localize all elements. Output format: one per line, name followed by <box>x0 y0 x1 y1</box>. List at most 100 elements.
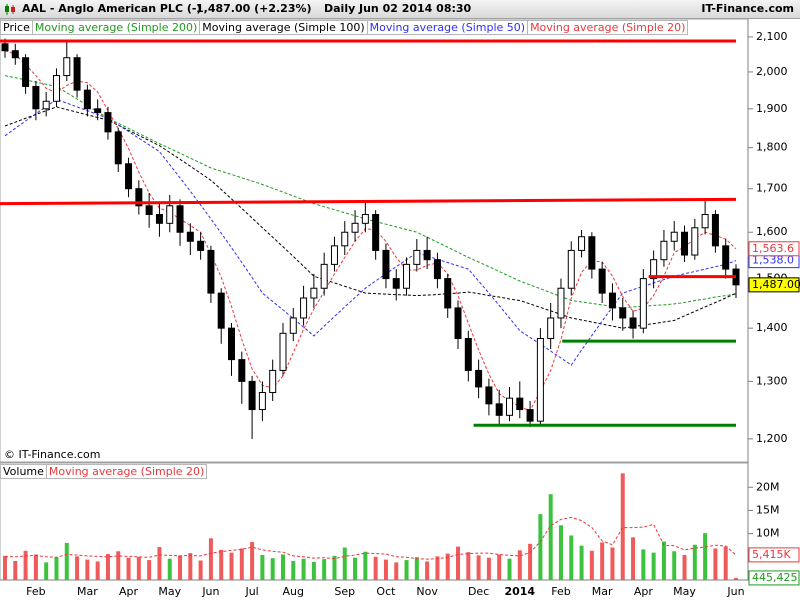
volume-bar <box>126 557 131 580</box>
x-tick-label: Mar <box>592 585 613 598</box>
volume-bar <box>342 547 347 580</box>
candle-body <box>32 85 40 110</box>
value-label: 1,487.00 <box>752 278 800 291</box>
candle-body <box>22 57 30 87</box>
candle-body <box>94 108 102 114</box>
volume-bar <box>322 559 327 580</box>
candle-body <box>619 307 627 319</box>
candle-body <box>588 236 596 270</box>
x-tick-label: Apr <box>119 585 139 598</box>
candle-body <box>289 317 297 334</box>
candle-body <box>598 268 606 294</box>
candle-body <box>197 240 205 251</box>
candle-body <box>670 231 678 242</box>
candle-body <box>166 205 174 224</box>
candle-body <box>681 231 689 256</box>
volume-bar <box>23 550 28 580</box>
volume-bar <box>414 557 419 580</box>
volume-bar <box>394 562 399 580</box>
value-box <box>748 570 800 586</box>
candle-body <box>660 240 668 261</box>
candle-body <box>711 214 719 247</box>
candle-body <box>135 188 143 207</box>
volume-bar <box>332 555 337 580</box>
volume-bar <box>250 541 255 580</box>
candle-body <box>300 297 308 319</box>
y-tick-label: 1,700 <box>756 182 788 195</box>
candle-body <box>186 231 194 242</box>
volume-bar <box>486 557 491 580</box>
y-tick-label: 1,400 <box>756 321 788 334</box>
volume-bar <box>631 537 636 580</box>
volume-bar <box>229 552 234 580</box>
candle-body <box>536 337 544 422</box>
volume-bar <box>445 553 450 580</box>
candle-body <box>691 227 699 256</box>
candle-body <box>444 278 452 309</box>
candle-body <box>310 287 318 299</box>
volume-bar <box>311 561 316 580</box>
candle-body <box>361 214 369 224</box>
header: AAL - Anglo American PLC (-) 1,487.00 (+… <box>0 0 800 19</box>
volume-bar <box>528 543 533 580</box>
x-tick-label: 2014 <box>504 585 535 598</box>
volume-bar <box>610 547 615 580</box>
volume-bar <box>301 558 306 580</box>
candle-body <box>207 249 215 294</box>
volume-bar <box>600 542 605 580</box>
watermark: © IT-Finance.com <box>4 448 101 461</box>
candle-body <box>1 43 9 52</box>
volume-bar <box>105 554 110 580</box>
volume-bar <box>3 555 7 580</box>
candle-body <box>722 245 730 270</box>
candle-body <box>433 259 441 280</box>
candle-body <box>547 317 555 339</box>
x-tick-label: Feb <box>26 585 45 598</box>
candle-body <box>578 236 586 251</box>
candle-body <box>413 249 421 265</box>
candle-body <box>52 75 60 102</box>
volume-bar <box>116 551 121 580</box>
candle-body <box>145 205 153 216</box>
x-tick-label: Apr <box>634 585 654 598</box>
ma-line <box>5 516 737 560</box>
candle-body <box>372 214 380 251</box>
x-tick-label: Mar <box>77 585 98 598</box>
volume-bar <box>703 533 708 580</box>
y-tick-label: 10M <box>756 527 780 540</box>
volume-bar <box>476 555 481 580</box>
candle-body <box>258 392 266 411</box>
x-tick-label: Nov <box>416 585 438 598</box>
value-box <box>748 241 800 257</box>
chart-icon <box>5 4 15 15</box>
volume-bar <box>33 554 38 580</box>
candle-body <box>351 222 359 233</box>
y-tick-label: 1,600 <box>756 225 788 238</box>
legend-item: Moving average (Simple 200) <box>32 20 201 35</box>
volume-bar <box>589 550 594 580</box>
candle-body <box>217 292 225 329</box>
volume-bar <box>548 494 553 580</box>
volume-bar <box>260 554 265 580</box>
candle-body <box>238 359 246 382</box>
volume-bar <box>353 557 358 580</box>
volume-bar <box>188 553 193 580</box>
candle-body <box>382 249 390 280</box>
candle-body <box>11 50 19 59</box>
volume-bar <box>136 556 141 580</box>
volume-bar <box>713 548 718 580</box>
volume-bar <box>517 550 522 580</box>
y-tick-label: 1,900 <box>756 102 788 115</box>
candle-body <box>279 332 287 371</box>
ma-line <box>4 50 737 412</box>
volume-bar <box>75 556 80 580</box>
value-label: 1,563.6 <box>752 242 794 255</box>
interval: Daily <box>324 2 356 15</box>
candle-body <box>526 409 534 422</box>
volume-bar <box>13 560 18 580</box>
y-tick-label: 20M <box>756 480 780 493</box>
volume-bar <box>178 555 183 580</box>
candle-body <box>83 89 91 110</box>
candle-body <box>557 287 565 319</box>
